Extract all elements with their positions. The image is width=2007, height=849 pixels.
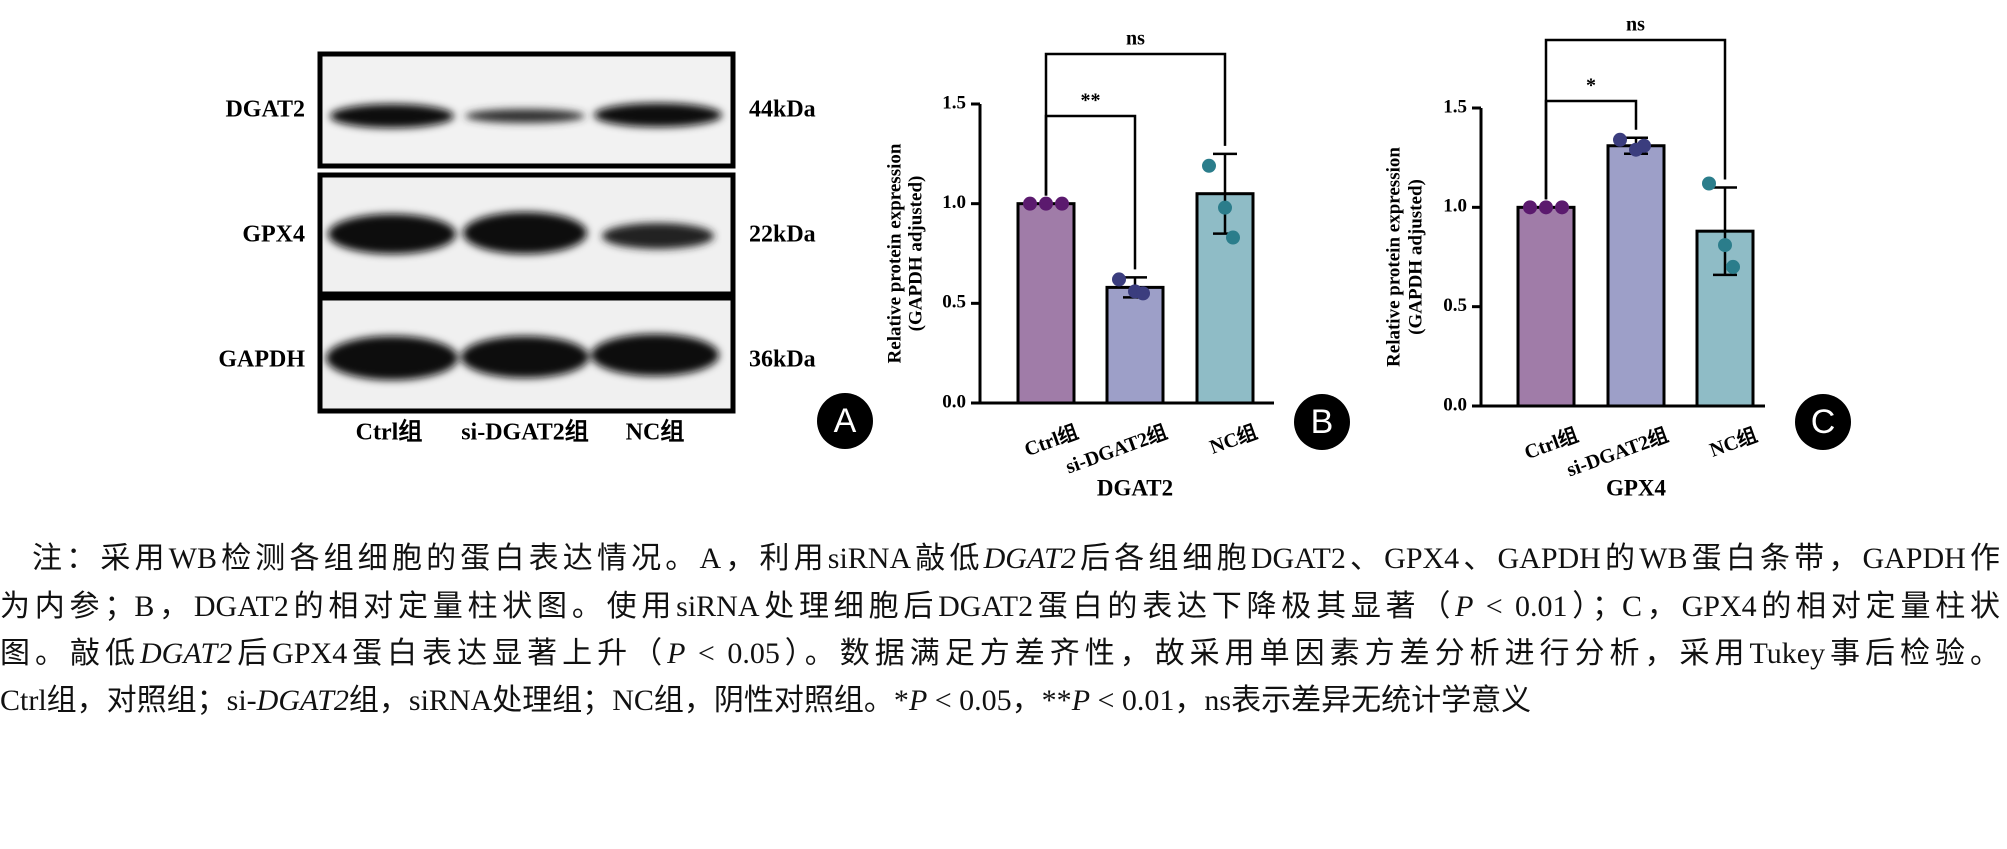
data-point — [1136, 286, 1150, 301]
panel-badge — [1294, 394, 1350, 450]
significance-bracket — [1544, 38, 1727, 200]
size-label: 44kDa — [749, 97, 816, 123]
caption-text: < 0.05）。数据满足方差齐性，故采用单因素方差分析进行分析，采用Tukey事… — [685, 637, 2001, 670]
lane-label: NC组 — [626, 419, 685, 446]
caption-text: P — [908, 684, 928, 717]
caption-text: DGAT2 — [256, 684, 349, 717]
significance-label: ns — [1626, 14, 1645, 36]
caption-line: 为内参；B，DGAT2的相对定量柱状图。使用siRNA处理细胞后DGAT2蛋白的… — [0, 587, 2000, 627]
figure: DGAT2 GPX4 GAPDH 44kDa 22kDa 36kDa Ctrl组… — [218, 14, 1851, 500]
caption-text: P — [667, 637, 686, 670]
significance-label: ns — [1126, 28, 1145, 50]
band — [602, 223, 714, 249]
caption-text: DGAT2 — [983, 542, 1076, 575]
data-point — [1218, 200, 1232, 215]
band — [591, 334, 719, 376]
bar-chart: 0.0 0.5 1.0 1.5 Relative protein expression(… — [1383, 14, 1851, 500]
y-tick-label: 1.0 — [1443, 196, 1467, 217]
data-point — [1613, 132, 1627, 147]
data-point — [1112, 272, 1126, 287]
caption-line: Ctrl组，对照组；si-DGAT2组，siRNA处理组；NC组，阴性对照组。*… — [0, 681, 2000, 721]
data-point — [1726, 259, 1740, 274]
x-tick-label: si-DGAT2组 — [1062, 419, 1170, 478]
x-tick-label: NC组 — [1206, 419, 1260, 458]
data-point — [1718, 238, 1732, 253]
caption-text: 组，siRNA处理组；NC组，阴性对照组。* — [348, 684, 909, 717]
row-label: GAPDH — [218, 347, 305, 373]
caption-text: P — [1455, 590, 1474, 623]
western-blot: DGAT2 GPX4 GAPDH 44kDa 22kDa 36kDa Ctrl组… — [218, 51, 873, 449]
band — [465, 109, 585, 123]
caption-text: < 0.01，ns表示差异无统计学意义 — [1090, 684, 1532, 717]
size-label: 22kDa — [749, 222, 816, 248]
caption-text: 为内参；B，DGAT2的相对定量柱状图。使用siRNA处理细胞后DGAT2蛋白的… — [0, 590, 1456, 623]
caption-text: DGAT2 — [139, 637, 233, 670]
data-point — [1702, 176, 1716, 191]
data-point — [1202, 158, 1216, 173]
significance-label: ** — [1081, 90, 1101, 112]
caption-text: 后GPX4蛋白表达显著上升（ — [232, 637, 668, 670]
caption-text: Ctrl组，对照组；si- — [0, 684, 257, 717]
caption-line: 注：采用WB检测各组细胞的蛋白表达情况。A，利用siRNA敲低DGAT2后各组细… — [0, 539, 2000, 579]
band — [594, 103, 722, 127]
row-label: GPX4 — [242, 222, 305, 248]
bar-chart: 0.0 0.5 1.0 1.5 Relative protein expression(… — [884, 28, 1350, 500]
band — [463, 212, 587, 254]
x-tick-label: NC组 — [1706, 422, 1760, 461]
caption-text: 图。敲低 — [0, 637, 140, 670]
data-point — [1539, 200, 1553, 215]
caption-text: < 0.05，** — [927, 684, 1072, 717]
y-tick-label: 1.0 — [942, 192, 966, 213]
y-tick-label: 0.0 — [942, 391, 966, 412]
row-label: DGAT2 — [225, 97, 305, 123]
data-point — [1637, 138, 1651, 153]
y-axis-label: (GAPDH adjusted) — [905, 176, 926, 332]
band — [461, 336, 589, 378]
significance-bracket — [1044, 52, 1227, 196]
bar — [1606, 144, 1666, 408]
panel-letter: A — [834, 402, 857, 440]
size-label: 36kDa — [749, 347, 816, 373]
caption-text: < 0.01）；C，GPX4的相对定量柱状 — [1473, 590, 2000, 623]
y-tick-label: 0.5 — [942, 292, 966, 313]
y-tick-label: 0.0 — [1443, 394, 1467, 415]
bar — [1016, 202, 1076, 405]
data-point — [1555, 200, 1569, 215]
x-axis-title: GPX4 — [1606, 475, 1667, 500]
bar — [1516, 205, 1576, 408]
y-tick-label: 1.5 — [942, 92, 966, 113]
panel-letter: B — [1311, 403, 1334, 441]
data-point — [1039, 196, 1053, 211]
y-axis-label: Relative protein expression — [1383, 147, 1404, 367]
y-tick-label: 0.5 — [1443, 295, 1467, 316]
caption-text: P — [1071, 684, 1091, 717]
band — [326, 336, 458, 380]
panel-letter: C — [1811, 403, 1836, 441]
y-axis-label: Relative protein expression — [884, 143, 905, 363]
x-axis-title: DGAT2 — [1097, 475, 1173, 500]
caption-line: 图。敲低DGAT2后GPX4蛋白表达显著上升（P < 0.05）。数据满足方差齐… — [0, 634, 2000, 674]
data-point — [1226, 230, 1240, 245]
panel-badge — [817, 393, 873, 449]
y-axis-label: (GAPDH adjusted) — [1405, 179, 1426, 335]
significance-label: * — [1586, 75, 1596, 97]
data-point — [1055, 196, 1069, 211]
band — [328, 214, 456, 254]
lane-label: si-DGAT2组 — [461, 419, 589, 446]
data-point — [1023, 196, 1037, 211]
band — [330, 104, 454, 128]
caption-text: 注：采用WB检测各组细胞的蛋白表达情况。A，利用siRNA敲低 — [32, 542, 984, 575]
bands — [326, 103, 722, 380]
y-tick-label: 1.5 — [1443, 96, 1467, 117]
bar — [1105, 285, 1165, 405]
x-tick-label: si-DGAT2组 — [1563, 422, 1671, 481]
data-point — [1523, 200, 1537, 215]
caption-text: 后各组细胞DGAT2、GPX4、GAPDH的WB蛋白条带，GAPDH作 — [1075, 542, 2000, 575]
panel-badge — [1795, 394, 1851, 450]
lane-label: Ctrl组 — [356, 419, 423, 446]
